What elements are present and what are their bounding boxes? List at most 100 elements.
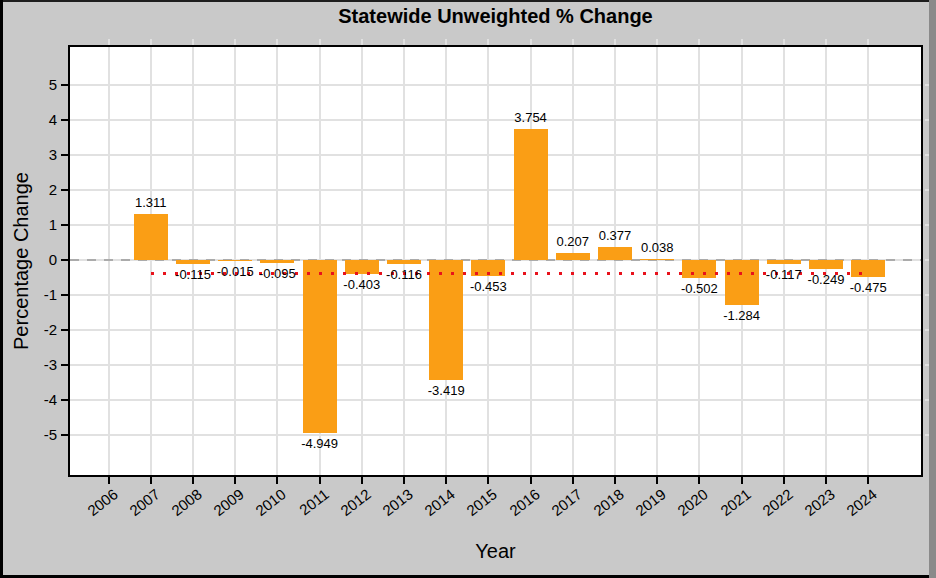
x-tick-label: 2009 bbox=[201, 486, 247, 527]
h-gridline bbox=[70, 84, 921, 86]
x-tick-mark bbox=[614, 477, 616, 484]
bar bbox=[725, 260, 759, 305]
top-mini-tick bbox=[825, 39, 827, 45]
x-tick-label: 2024 bbox=[834, 486, 880, 527]
x-tick-mark bbox=[234, 477, 236, 484]
top-mini-tick bbox=[656, 39, 658, 45]
chart-window: Statewide Unweighted % Change 543210-1-2… bbox=[0, 0, 936, 578]
x-tick-mark bbox=[276, 477, 278, 484]
window-edge-left bbox=[0, 0, 3, 578]
h-gridline bbox=[70, 434, 921, 436]
top-mini-tick bbox=[361, 39, 363, 45]
x-tick-mark bbox=[530, 477, 532, 484]
bar-value-label: -0.115 bbox=[175, 268, 211, 282]
bar-value-label: -0.475 bbox=[850, 281, 887, 295]
bar bbox=[218, 260, 252, 261]
x-tick-label: 2016 bbox=[496, 486, 542, 527]
y-tick-mark bbox=[61, 84, 68, 86]
x-tick-mark bbox=[108, 477, 110, 484]
x-tick-mark bbox=[403, 477, 405, 484]
y-tick-mark bbox=[61, 259, 68, 261]
top-mini-tick bbox=[403, 39, 405, 45]
y-tick-mark bbox=[61, 329, 68, 331]
bar bbox=[640, 259, 674, 260]
top-mini-tick bbox=[614, 39, 616, 45]
bar bbox=[767, 260, 801, 264]
v-gridline bbox=[656, 47, 658, 475]
bar bbox=[387, 260, 421, 264]
y-tick-mark bbox=[61, 294, 68, 296]
h-gridline bbox=[70, 399, 921, 401]
bar-value-label: 0.038 bbox=[641, 241, 674, 255]
h-gridline bbox=[70, 119, 921, 121]
bar-value-label: -0.117 bbox=[766, 268, 802, 282]
bar bbox=[303, 260, 337, 433]
x-tick-label: 2013 bbox=[370, 486, 416, 527]
v-gridline bbox=[234, 47, 236, 475]
bar-value-label: -0.403 bbox=[343, 278, 380, 292]
top-mini-tick bbox=[192, 39, 194, 45]
h-gridline bbox=[70, 329, 921, 331]
y-tick-mark bbox=[61, 399, 68, 401]
x-tick-mark bbox=[698, 477, 700, 484]
x-tick-label: 2019 bbox=[623, 486, 669, 527]
h-gridline bbox=[70, 224, 921, 226]
bar bbox=[598, 247, 632, 260]
bar bbox=[556, 253, 590, 260]
x-tick-label: 2020 bbox=[665, 486, 711, 527]
top-mini-tick bbox=[783, 39, 785, 45]
bar-value-label: 3.754 bbox=[514, 111, 547, 125]
h-gridline bbox=[70, 294, 921, 296]
bar-value-label: -1.284 bbox=[723, 309, 760, 323]
x-tick-mark bbox=[783, 477, 785, 484]
y-tick-mark bbox=[61, 154, 68, 156]
x-tick-mark bbox=[445, 477, 447, 484]
y-tick-mark bbox=[61, 224, 68, 226]
v-gridline bbox=[108, 47, 110, 475]
x-tick-mark bbox=[656, 477, 658, 484]
chart-title: Statewide Unweighted % Change bbox=[68, 5, 923, 28]
x-tick-mark bbox=[150, 477, 152, 484]
x-tick-label: 2018 bbox=[581, 486, 627, 527]
top-mini-tick bbox=[867, 39, 869, 45]
bar bbox=[429, 260, 463, 380]
bar-value-label: 1.311 bbox=[135, 196, 167, 210]
x-tick-mark bbox=[192, 477, 194, 484]
top-mini-tick bbox=[741, 39, 743, 45]
bar-value-label: -0.453 bbox=[470, 280, 507, 294]
x-tick-label: 2006 bbox=[74, 486, 120, 527]
top-mini-tick bbox=[319, 39, 321, 45]
x-tick-label: 2014 bbox=[412, 486, 458, 527]
x-tick-label: 2022 bbox=[750, 486, 796, 527]
bar-value-label: -0.249 bbox=[808, 273, 845, 287]
x-tick-label: 2008 bbox=[159, 486, 205, 527]
bar-value-label: -4.949 bbox=[301, 437, 338, 451]
bar-value-label: -3.419 bbox=[428, 384, 465, 398]
bar-value-label: 0.207 bbox=[557, 235, 590, 249]
top-mini-tick bbox=[445, 39, 447, 45]
window-edge-right bbox=[929, 0, 936, 578]
x-tick-mark bbox=[572, 477, 574, 484]
bar-value-label: -0.095 bbox=[259, 267, 296, 281]
bar-value-label: 0.377 bbox=[599, 229, 632, 243]
v-gridline bbox=[150, 47, 152, 475]
y-axis-title: Percentage Change bbox=[8, 46, 34, 476]
top-mini-tick bbox=[572, 39, 574, 45]
x-tick-mark bbox=[867, 477, 869, 484]
top-mini-tick bbox=[530, 39, 532, 45]
v-gridline bbox=[614, 47, 616, 475]
x-tick-label: 2007 bbox=[117, 486, 163, 527]
y-tick-mark bbox=[61, 189, 68, 191]
y-tick-mark bbox=[61, 364, 68, 366]
bar-value-label: -0.502 bbox=[681, 282, 718, 296]
x-tick-label: 2017 bbox=[539, 486, 585, 527]
top-mini-tick bbox=[276, 39, 278, 45]
x-tick-label: 2011 bbox=[285, 486, 331, 527]
x-tick-mark bbox=[741, 477, 743, 484]
bar bbox=[134, 214, 168, 260]
x-axis-title: Year bbox=[68, 540, 923, 563]
bar bbox=[514, 129, 548, 260]
bar bbox=[682, 260, 716, 278]
window-edge-top bbox=[0, 0, 936, 2]
h-gridline bbox=[70, 154, 921, 156]
